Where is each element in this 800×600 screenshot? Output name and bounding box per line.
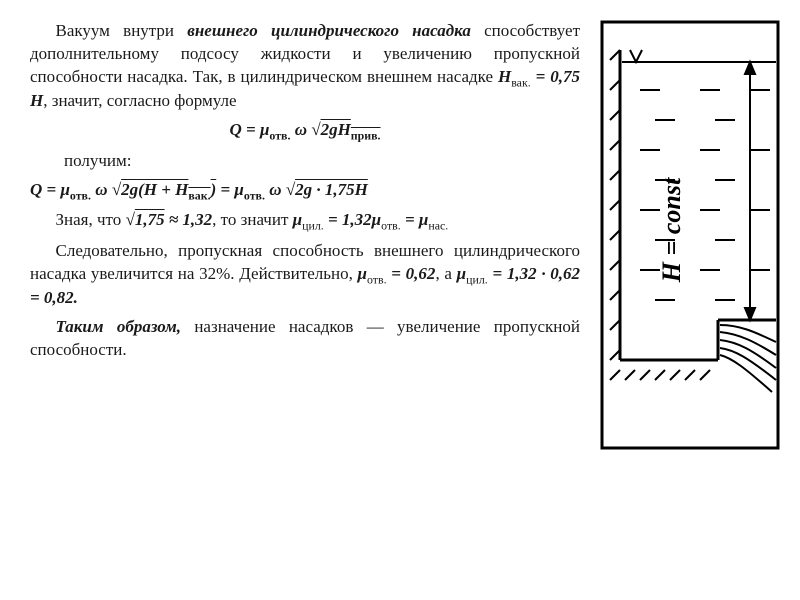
t: , то значит [212, 210, 292, 229]
sym-mu: μ [457, 264, 466, 283]
t: = 1,32μ [324, 210, 381, 229]
t: = 0,62 [387, 264, 436, 283]
tank-diagram: H = const [600, 20, 780, 450]
t: внешнего цилиндрического насадка [187, 21, 471, 40]
sub: отв. [367, 272, 387, 286]
paragraph-get: получим: [30, 150, 580, 173]
t: , а [435, 264, 456, 283]
sub: отв. [244, 188, 265, 202]
paragraph-therefore: Следовательно, пропускная способность вн… [30, 240, 580, 310]
sub: отв. [70, 188, 91, 202]
sub: цил. [302, 219, 324, 233]
sub: вак. [511, 75, 531, 89]
rad: 2g(H + Hвак.) [121, 180, 216, 199]
sub: нас. [428, 219, 448, 233]
sub: цил. [466, 272, 488, 286]
f: = μ [216, 180, 244, 199]
t: Зная, что [56, 210, 126, 229]
figure-column: H = const [600, 20, 780, 580]
f: ω √ [265, 180, 295, 199]
sub: вак. [188, 188, 210, 202]
f: 2g · 1,75H [295, 180, 368, 199]
rad: 2g · 1,75H [295, 180, 368, 199]
t: ≈ 1,32 [165, 210, 213, 229]
t: получим: [64, 151, 132, 170]
t: , значит, согласно формуле [43, 91, 236, 110]
rad: 1,75 [135, 210, 165, 229]
formula-1: Q = μотв. ω √2gHприв. [30, 119, 580, 143]
text-column: Вакуум внутри внешнего цилиндрического н… [30, 20, 580, 580]
sub: отв. [381, 219, 401, 233]
f: 2g(H + H [121, 180, 188, 199]
figure-label: H = const [657, 177, 686, 283]
formula-2: Q = μотв. ω √2g(H + Hвак.) = μотв. ω √2g… [30, 179, 580, 203]
t: √ [125, 210, 134, 229]
f: Q = μ [30, 180, 70, 199]
sym-mu: μ [358, 264, 367, 283]
f: Q = μ [229, 120, 269, 139]
f: 2gH [321, 120, 351, 139]
t: Таким образом, [56, 317, 181, 336]
sym-mu: μ [293, 210, 302, 229]
sub: прив. [351, 129, 381, 143]
f: ω √ [91, 180, 121, 199]
t: = μ [401, 210, 429, 229]
rad: 2gHприв. [321, 120, 381, 139]
paragraph-know: Зная, что √1,75 ≈ 1,32, то значит μцил. … [30, 209, 580, 233]
sub: отв. [269, 129, 290, 143]
paragraph-intro: Вакуум внутри внешнего цилиндрического н… [30, 20, 580, 113]
paragraph-conclusion: Таким образом, назначение насадков — уве… [30, 316, 580, 362]
t: Вакуум внутри [56, 21, 188, 40]
sym-H: H [498, 67, 511, 86]
f: ω √ [290, 120, 320, 139]
